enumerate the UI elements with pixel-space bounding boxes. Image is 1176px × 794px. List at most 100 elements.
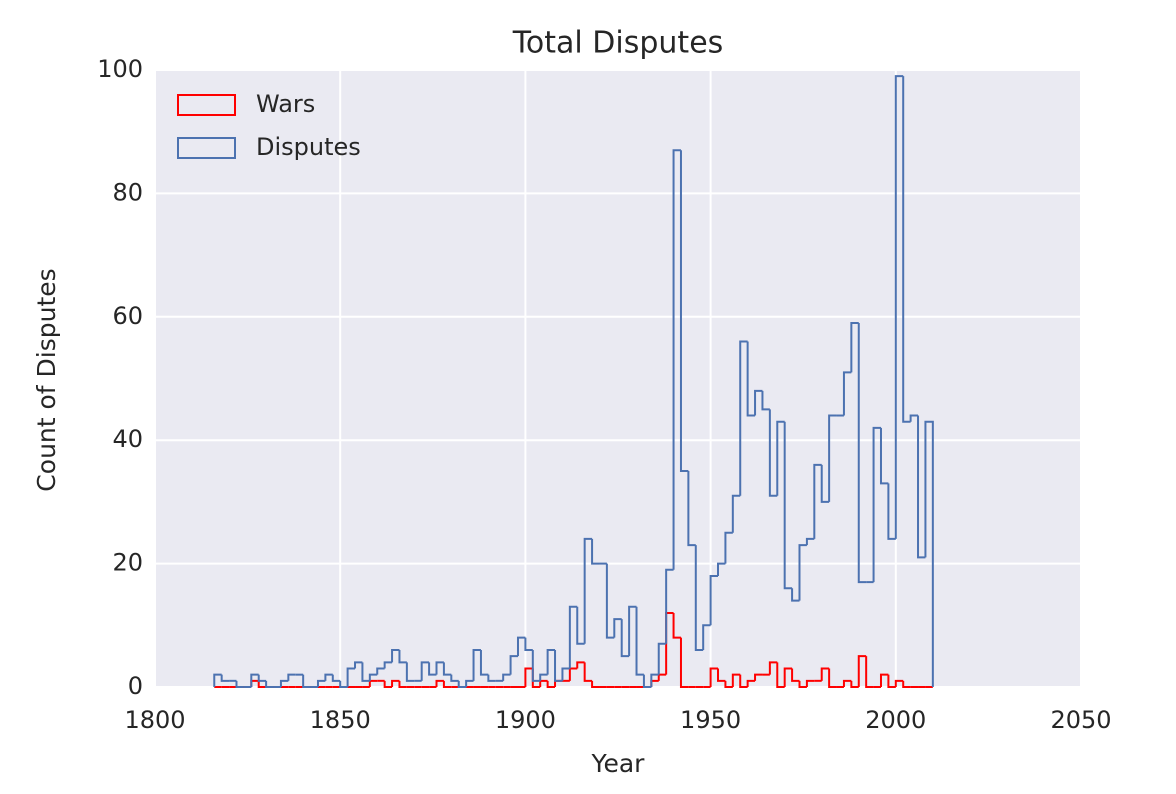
histogram-step [739,674,748,688]
histogram-step [539,673,548,681]
histogram-step [902,680,911,688]
histogram-step [820,667,830,681]
histogram-step [850,321,859,373]
histogram-step [383,680,393,688]
x-axis-label: Year [591,749,646,778]
histogram-step [554,649,563,682]
histogram-step [220,674,230,682]
histogram-step [287,673,296,681]
histogram-step [828,414,837,502]
histogram-step [857,322,867,584]
histogram-step [820,464,830,503]
histogram-step [754,389,763,416]
y-tick-label: 20 [112,549,143,577]
histogram-step [672,612,681,639]
histogram-step [724,531,733,564]
histogram-step [798,544,807,601]
histogram-step [435,679,444,687]
histogram-step [324,673,333,681]
histogram-step [724,680,733,688]
histogram-step [398,649,407,664]
histogram-step [546,680,556,688]
histogram-step [879,427,889,485]
histogram-step [583,537,593,644]
histogram-step [731,673,741,687]
histogram-step [828,668,837,688]
histogram-step [783,667,793,687]
x-tick-label: 1800 [124,706,185,734]
legend-label: Disputes [256,133,361,161]
histogram-step [805,537,815,546]
histogram-step [583,662,593,682]
histogram-step [894,679,904,687]
histogram-step [768,661,778,675]
histogram-step [316,679,326,687]
histogram-step [391,679,400,687]
histogram-step [776,662,785,688]
histogram-step [687,471,696,547]
histogram-step [250,673,259,687]
histogram-step [235,680,244,688]
histogram-step [805,679,815,687]
histogram-step [457,680,467,688]
histogram-step [398,680,407,688]
histogram-step [368,673,378,681]
legend-swatch [177,94,236,116]
histogram-step [479,649,489,676]
histogram-step [679,150,689,473]
histogram-step [746,341,756,417]
histogram-step [346,667,356,687]
histogram-step [717,668,726,682]
histogram-step [879,673,889,687]
histogram-step [531,649,541,682]
histogram-step [428,662,437,676]
histogram-step [909,414,919,422]
histogram-step [442,680,452,688]
histogram-step [502,673,511,681]
histogram-step [376,667,385,675]
histogram-step [509,655,518,675]
y-tick-label: 60 [112,302,143,330]
histogram-step [302,674,311,688]
histogram-step [576,606,585,645]
histogram-step [465,679,474,687]
y-tick-label: 0 [128,672,143,700]
histogram-step [776,420,785,496]
histogram-step [798,680,807,688]
chart-title: Total Disputes [512,26,724,61]
histogram-step [591,680,600,688]
histogram-step [717,562,726,576]
x-tick-label: 1850 [310,706,371,734]
histogram-step [524,637,533,651]
histogram-step [339,680,348,688]
plot-area [155,70,1081,687]
histogram-step [783,421,793,590]
histogram-step [902,76,911,423]
histogram-step [709,574,719,626]
histogram-step [642,674,652,688]
legend-label: Wars [256,90,315,118]
histogram-step [420,661,430,681]
histogram-step [672,149,681,570]
histogram-step [665,568,674,644]
histogram-step [605,563,615,639]
histogram-step [635,606,644,676]
x-tick-label: 2000 [865,706,926,734]
histogram-step [657,642,667,675]
histogram-step [791,588,800,602]
histogram-step [842,679,852,687]
histogram-step [702,624,711,650]
legend-swatch [177,137,236,159]
histogram-step [568,605,578,669]
histogram-step [265,680,274,688]
histogram-step [924,420,934,687]
histogram-step [620,619,630,658]
y-axis-label: Count of Disputes [32,268,61,491]
histogram-step [383,661,393,669]
histogram-step [731,494,741,533]
histogram-step [650,673,659,687]
histogram-step [613,618,622,638]
y-tick-label: 100 [97,55,143,83]
histogram-step [391,648,400,663]
